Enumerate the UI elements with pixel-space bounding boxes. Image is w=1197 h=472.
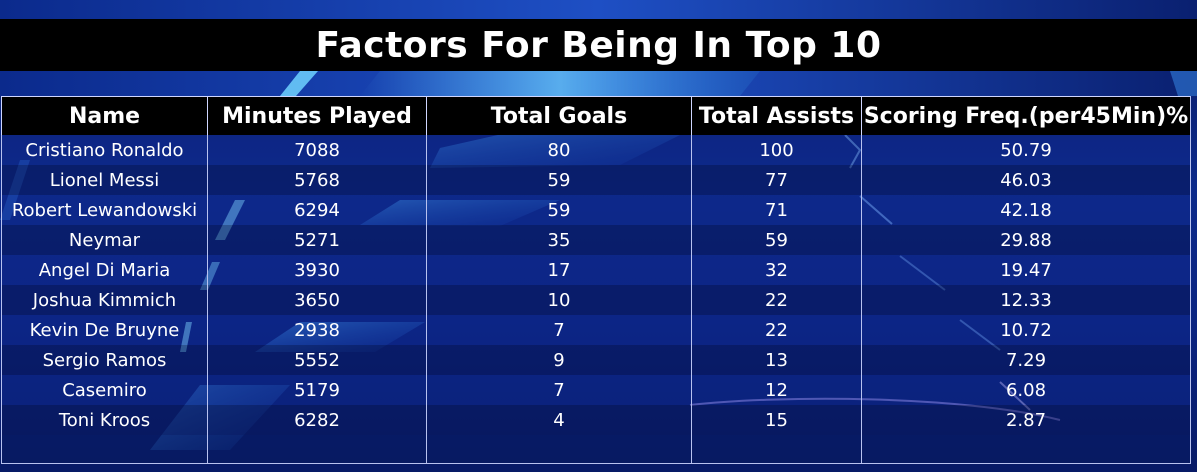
cell-minutes-played: 7088 [207,135,427,165]
cell-scoring-frequency: 50.79 [861,135,1191,165]
stats-table-container: Name Minutes Played Total Goals Total As… [1,96,1191,464]
cell-total-assists: 22 [691,285,862,315]
cell-total-goals: 7 [426,315,692,345]
table-row: Kevin De Bruyne 2938 7 22 10.72 [1,315,1191,345]
cell-scoring-frequency: 12.33 [861,285,1191,315]
empty-cell [861,435,1191,464]
title-bar: Factors For Being In Top 10 [0,19,1197,71]
cell-total-goals: 59 [426,195,692,225]
cell-total-assists: 12 [691,375,862,405]
cell-minutes-played: 3650 [207,285,427,315]
cell-total-assists: 13 [691,345,862,375]
cell-scoring-frequency: 10.72 [861,315,1191,345]
table-row: Joshua Kimmich 3650 10 22 12.33 [1,285,1191,315]
cell-total-assists: 15 [691,405,862,435]
cell-total-assists: 32 [691,255,862,285]
table-header-row: Name Minutes Played Total Goals Total As… [1,96,1191,135]
cell-total-goals: 59 [426,165,692,195]
cell-name: Joshua Kimmich [1,285,208,315]
table-row: Toni Kroos 6282 4 15 2.87 [1,405,1191,435]
cell-name: Cristiano Ronaldo [1,135,208,165]
stats-table: Name Minutes Played Total Goals Total As… [1,96,1191,464]
table-row: Lionel Messi 5768 59 77 46.03 [1,165,1191,195]
table-empty-row [1,435,1191,464]
cell-scoring-frequency: 46.03 [861,165,1191,195]
column-header-name: Name [1,96,208,135]
table-row: Neymar 5271 35 59 29.88 [1,225,1191,255]
table-row: Sergio Ramos 5552 9 13 7.29 [1,345,1191,375]
cell-total-goals: 10 [426,285,692,315]
table-row: Cristiano Ronaldo 7088 80 100 50.79 [1,135,1191,165]
cell-name: Robert Lewandowski [1,195,208,225]
table-row: Casemiro 5179 7 12 6.08 [1,375,1191,405]
cell-total-assists: 22 [691,315,862,345]
cell-total-assists: 71 [691,195,862,225]
cell-total-goals: 4 [426,405,692,435]
cell-scoring-frequency: 7.29 [861,345,1191,375]
column-header-total-assists: Total Assists [691,96,862,135]
cell-scoring-frequency: 2.87 [861,405,1191,435]
column-header-minutes-played: Minutes Played [207,96,427,135]
cell-total-assists: 59 [691,225,862,255]
cell-name: Casemiro [1,375,208,405]
cell-name: Kevin De Bruyne [1,315,208,345]
cell-minutes-played: 2938 [207,315,427,345]
empty-cell [207,435,427,464]
cell-total-goals: 17 [426,255,692,285]
column-header-scoring-frequency: Scoring Freq.(per45Min)% [861,96,1191,135]
page-title: Factors For Being In Top 10 [315,24,882,66]
cell-minutes-played: 5271 [207,225,427,255]
cell-total-goals: 35 [426,225,692,255]
cell-total-goals: 80 [426,135,692,165]
cell-name: Neymar [1,225,208,255]
table-row: Robert Lewandowski 6294 59 71 42.18 [1,195,1191,225]
cell-minutes-played: 5179 [207,375,427,405]
cell-name: Sergio Ramos [1,345,208,375]
cell-total-goals: 7 [426,375,692,405]
cell-minutes-played: 3930 [207,255,427,285]
cell-scoring-frequency: 6.08 [861,375,1191,405]
cell-minutes-played: 5552 [207,345,427,375]
cell-total-assists: 100 [691,135,862,165]
empty-cell [691,435,862,464]
empty-cell [1,435,208,464]
cell-scoring-frequency: 29.88 [861,225,1191,255]
cell-scoring-frequency: 19.47 [861,255,1191,285]
cell-minutes-played: 6294 [207,195,427,225]
column-header-total-goals: Total Goals [426,96,692,135]
cell-minutes-played: 6282 [207,405,427,435]
cell-name: Angel Di Maria [1,255,208,285]
cell-total-goals: 9 [426,345,692,375]
cell-minutes-played: 5768 [207,165,427,195]
cell-total-assists: 77 [691,165,862,195]
empty-cell [426,435,692,464]
table-row: Angel Di Maria 3930 17 32 19.47 [1,255,1191,285]
cell-name: Toni Kroos [1,405,208,435]
cell-scoring-frequency: 42.18 [861,195,1191,225]
cell-name: Lionel Messi [1,165,208,195]
